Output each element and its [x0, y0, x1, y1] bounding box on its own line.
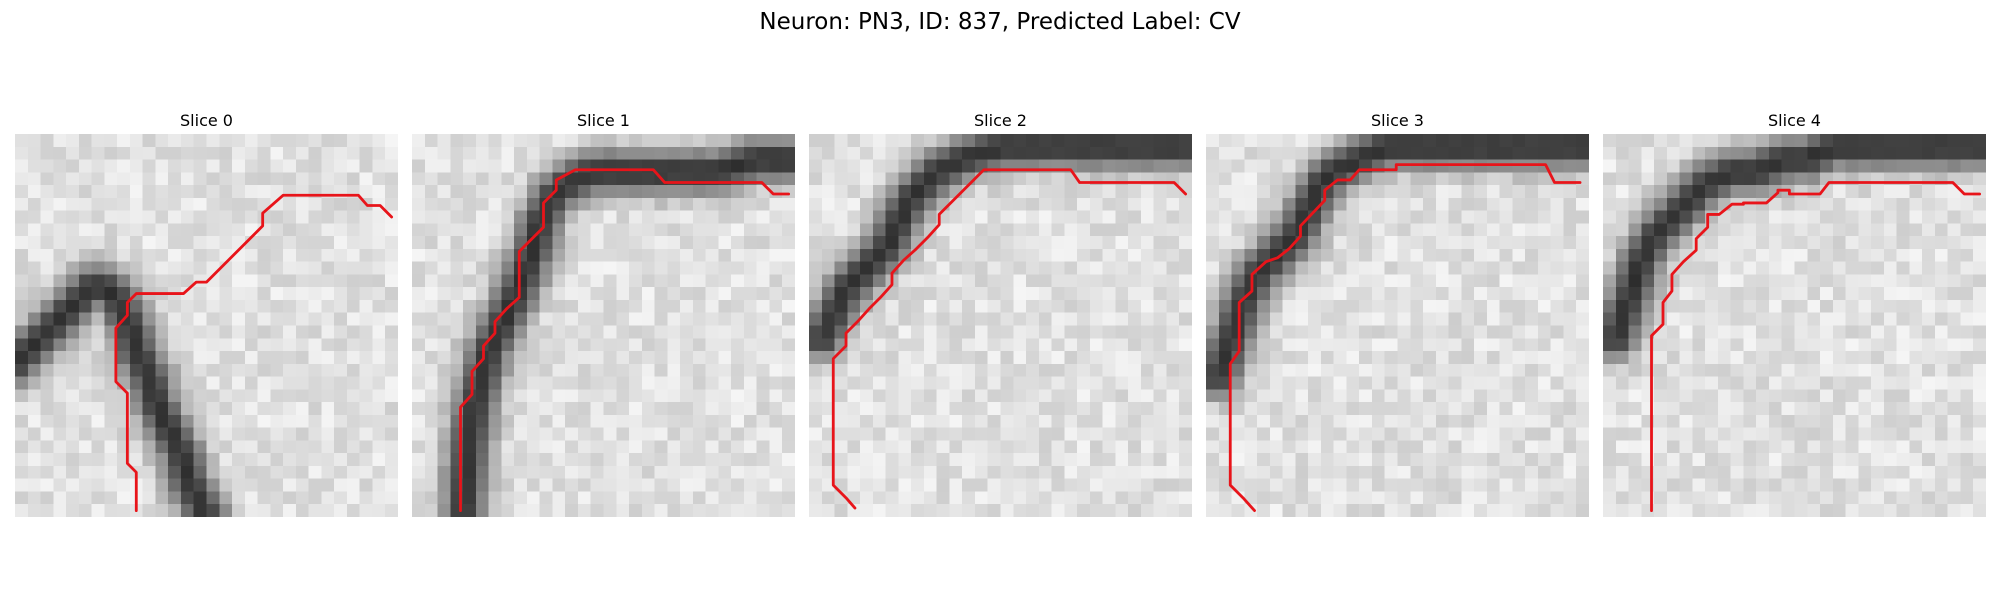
- contour-line: [114, 193, 394, 513]
- slice-title-0: Slice 0: [180, 111, 233, 130]
- slice-pixel-grid: [412, 134, 795, 517]
- contour-line: [831, 168, 1188, 510]
- slice-image-4: [1603, 134, 1986, 517]
- contour-line: [459, 168, 791, 513]
- slice-pixel-grid: [1603, 134, 1986, 517]
- contour-line: [1650, 181, 1982, 513]
- slice-image-0: [15, 134, 398, 517]
- slice-title-1: Slice 1: [577, 111, 630, 130]
- slice-image-1: [412, 134, 795, 517]
- slice-title-4: Slice 4: [1768, 111, 1821, 130]
- slice-title-3: Slice 3: [1371, 111, 1424, 130]
- slice-image-2: [809, 134, 1192, 517]
- contour-line: [1228, 163, 1582, 513]
- figure-title: Neuron: PN3, ID: 837, Predicted Label: C…: [759, 9, 1241, 35]
- slice-image-3: [1206, 134, 1589, 517]
- slice-pixel-grid: [1206, 134, 1589, 517]
- slice-title-2: Slice 2: [974, 111, 1027, 130]
- slice-pixel-grid: [15, 134, 398, 517]
- slice-pixel-grid: [809, 134, 1192, 517]
